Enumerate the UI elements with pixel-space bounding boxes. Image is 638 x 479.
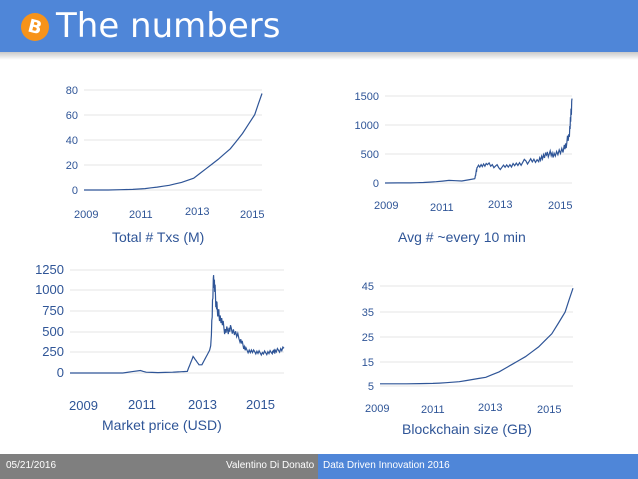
- header-shadow: [0, 52, 638, 60]
- x-tick-label: 2013: [185, 206, 209, 218]
- chart-market-price: 1250 1000 750 500 250 0 2009 2011 2013 2015: [36, 258, 291, 418]
- y-tick-label: 40: [66, 135, 78, 147]
- chart-total-txs-caption: Total # Txs (M): [112, 229, 205, 245]
- y-tick-label: 80: [66, 85, 78, 97]
- y-tick-label: 1000: [355, 120, 379, 132]
- series-line: [70, 275, 285, 374]
- y-tick-label: 750: [42, 303, 64, 318]
- x-tick-label: 2011: [421, 404, 445, 416]
- y-tick-label: 15: [362, 357, 374, 369]
- y-tick-label: 35: [362, 307, 374, 319]
- chart-avg-txs-caption: Avg # ~every 10 min: [398, 229, 526, 245]
- x-tick-label: 2009: [74, 209, 98, 221]
- footer-date: 05/21/2016: [6, 460, 57, 471]
- x-tick-label: 2009: [365, 403, 389, 415]
- x-tick-label: 2015: [240, 209, 264, 221]
- x-tick-label: 2011: [129, 209, 153, 221]
- chart-total-txs: 80 60 40 20 0 2009 2011 2013 2015: [62, 78, 272, 223]
- y-tick-label: 1250: [36, 262, 64, 277]
- series-line: [384, 98, 573, 184]
- y-tick-label: 0: [57, 365, 64, 380]
- bitcoin-icon: B: [21, 13, 49, 41]
- footer-author: Valentino Di Donato: [226, 460, 315, 471]
- slide-header: [0, 0, 638, 52]
- y-tick-label: 60: [66, 110, 78, 122]
- y-tick-label: 1500: [355, 91, 379, 103]
- y-tick-label: 0: [373, 178, 379, 190]
- chart-blockchain-size-svg: 45 35 25 15 5 2009 2011 2013 2015: [362, 281, 574, 416]
- x-tick-label: 2013: [488, 199, 512, 211]
- slide-title: The numbers: [56, 6, 281, 46]
- y-tick-label: 45: [362, 281, 374, 293]
- x-tick-label: 2015: [548, 200, 572, 212]
- x-tick-label: 2011: [430, 202, 454, 214]
- x-tick-label: 2015: [246, 397, 275, 412]
- series-line: [380, 288, 574, 385]
- y-tick-label: 250: [42, 344, 64, 359]
- chart-market-price-caption: Market price (USD): [102, 417, 222, 433]
- x-tick-label: 2009: [69, 398, 98, 413]
- y-tick-label: 1000: [36, 282, 64, 297]
- chart-blockchain-size-caption: Blockchain size (GB): [402, 421, 532, 437]
- footer-event: Data Driven Innovation 2016: [323, 460, 450, 471]
- chart-market-price-svg: 1250 1000 750 500 250 0 2009 2011 2013 2015: [36, 262, 285, 413]
- y-tick-label: 5: [368, 381, 374, 393]
- footer-event-bar: [318, 454, 638, 479]
- x-tick-label: 2015: [537, 404, 561, 416]
- y-tick-label: 500: [361, 149, 379, 161]
- chart-total-txs-svg: 80 60 40 20 0 2009 2011 2013 2015: [66, 85, 265, 221]
- x-tick-label: 2013: [188, 397, 217, 412]
- series-line: [84, 93, 263, 191]
- chart-avg-txs: 1500 1000 500 0 2009 2011 2013 2015: [340, 78, 580, 223]
- x-tick-label: 2013: [478, 402, 502, 414]
- y-tick-label: 20: [66, 160, 78, 172]
- y-tick-label: 25: [362, 332, 374, 344]
- svg-text:B: B: [26, 16, 44, 40]
- chart-avg-txs-svg: 1500 1000 500 0 2009 2011 2013 2015: [355, 91, 573, 214]
- y-tick-label: 0: [72, 185, 78, 197]
- y-tick-label: 500: [42, 324, 64, 339]
- chart-blockchain-size: 45 35 25 15 5 2009 2011 2013 2015: [355, 270, 585, 420]
- x-tick-label: 2009: [374, 200, 398, 212]
- x-tick-label: 2011: [128, 397, 156, 412]
